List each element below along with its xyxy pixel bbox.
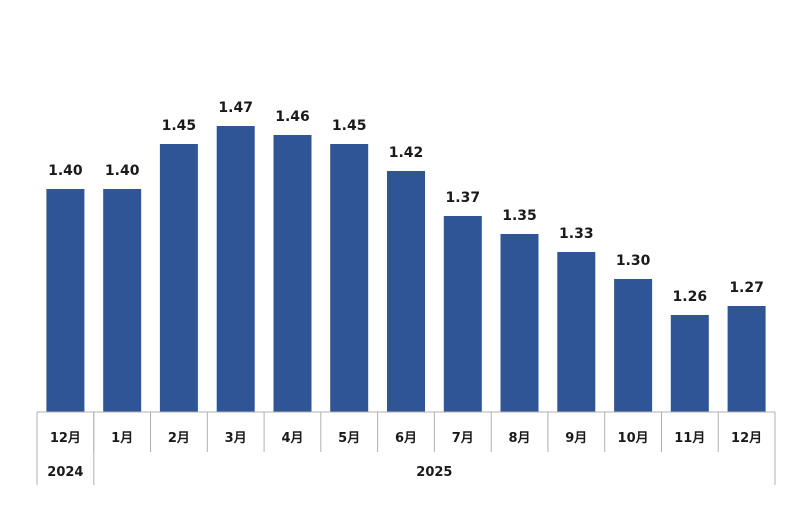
bar-2 [159, 144, 198, 412]
value-labels-group: 1.40 1.40 1.45 1.47 1.46 1.45 1.42 1.37 1.35 1.33… [48, 100, 764, 305]
category-label-9: 9月 [565, 431, 587, 446]
bar-11 [670, 315, 709, 412]
value-label-5: 1.45 [332, 118, 367, 134]
bar-3 [216, 126, 255, 412]
category-label-1: 1月 [111, 431, 133, 446]
category-label-0: 12月 [50, 431, 81, 446]
value-label-12: 1.27 [729, 280, 764, 296]
value-label-0: 1.40 [48, 163, 83, 179]
category-label-5: 5月 [338, 431, 360, 446]
value-label-10: 1.30 [616, 253, 651, 269]
bar-0 [46, 189, 85, 412]
bar-8 [500, 234, 539, 412]
category-label-11: 11月 [674, 431, 705, 446]
bar-5 [330, 144, 369, 412]
value-label-11: 1.26 [673, 289, 708, 305]
bar-9 [557, 252, 596, 412]
bars-group [46, 126, 766, 412]
category-label-3: 3月 [225, 431, 247, 446]
value-label-6: 1.42 [389, 145, 424, 161]
value-label-8: 1.35 [502, 208, 537, 224]
bar-10 [614, 279, 653, 412]
year-label-1: 2025 [416, 465, 452, 480]
category-label-6: 6月 [395, 431, 417, 446]
category-label-2: 2月 [168, 431, 190, 446]
year-labels-group: 2024 2025 [47, 465, 452, 480]
bar-12 [727, 306, 766, 412]
value-label-1: 1.40 [105, 163, 140, 179]
bar-6 [387, 171, 425, 412]
category-label-10: 10月 [618, 431, 649, 446]
bar-1 [103, 189, 142, 412]
value-label-7: 1.37 [446, 190, 481, 206]
x-axis [36, 411, 776, 485]
value-label-4: 1.46 [275, 109, 310, 125]
value-label-9: 1.33 [559, 226, 594, 242]
category-label-4: 4月 [281, 431, 303, 446]
value-label-2: 1.45 [162, 118, 197, 134]
category-label-8: 8月 [508, 431, 530, 446]
category-labels-group: 12月 1月 2月 3月 4月 5月 6月 7月 8月 9月 10月 11月 12月 [50, 431, 762, 446]
bar-7 [443, 216, 482, 412]
value-label-3: 1.47 [218, 100, 253, 116]
year-label-0: 2024 [47, 465, 83, 480]
bar-4 [273, 135, 312, 412]
category-label-12: 12月 [731, 431, 762, 446]
category-label-7: 7月 [452, 431, 474, 446]
